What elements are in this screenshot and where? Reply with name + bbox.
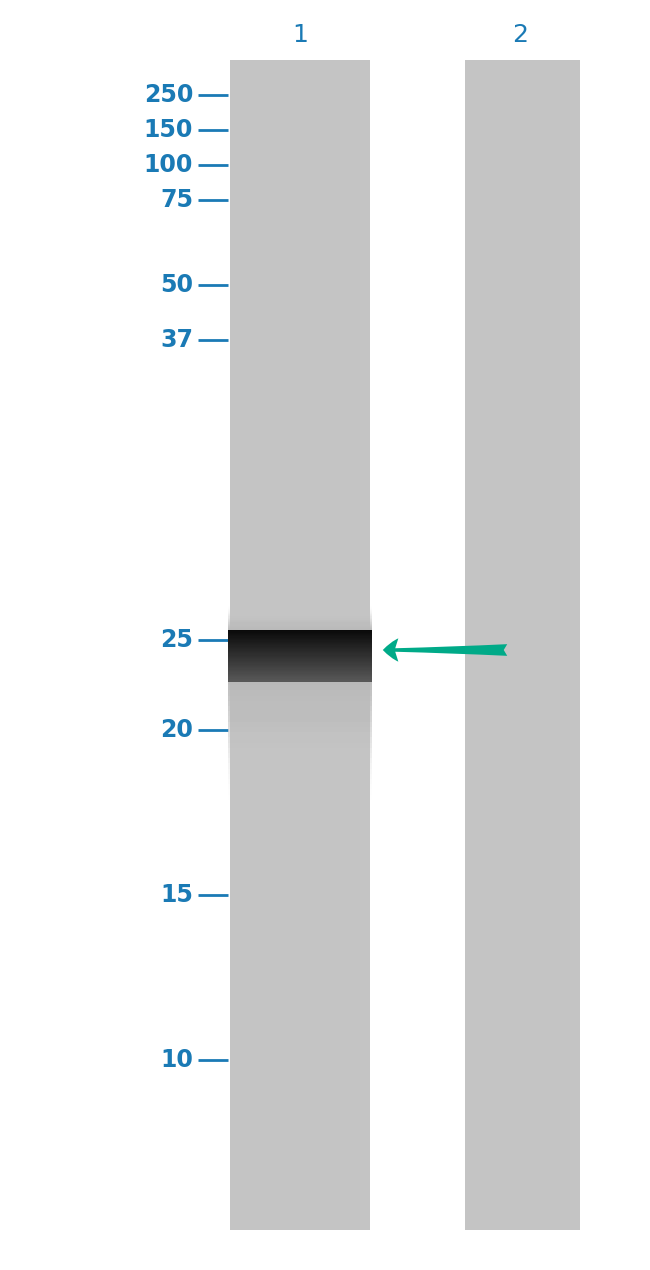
Bar (228, 631, 372, 632)
Bar (228, 626, 372, 701)
Text: 37: 37 (160, 328, 193, 352)
Text: 2: 2 (512, 23, 528, 47)
Bar (228, 677, 372, 679)
Bar (228, 625, 372, 706)
Text: 25: 25 (160, 627, 193, 652)
Bar (228, 669, 372, 672)
Bar (228, 653, 372, 655)
Bar (228, 635, 372, 636)
Text: 15: 15 (160, 883, 193, 907)
Bar (228, 616, 372, 753)
Bar (228, 665, 372, 668)
Bar (228, 645, 372, 648)
Bar (228, 663, 372, 665)
Bar (228, 671, 372, 673)
Bar (228, 630, 372, 679)
Bar (228, 664, 372, 667)
Bar (228, 652, 372, 654)
Bar (228, 660, 372, 663)
Bar (228, 621, 372, 726)
Bar (230, 60, 370, 1231)
Bar (228, 654, 372, 657)
Bar (228, 674, 372, 677)
Bar (228, 622, 372, 716)
Bar (228, 679, 372, 682)
Bar (228, 672, 372, 674)
Bar (228, 624, 372, 711)
Bar (228, 606, 372, 800)
Bar (228, 673, 372, 676)
Bar (228, 605, 372, 805)
Text: 10: 10 (160, 1048, 193, 1072)
Bar (228, 616, 372, 748)
Bar (228, 632, 372, 634)
Bar (228, 668, 372, 671)
Text: 75: 75 (160, 188, 193, 212)
Bar (228, 630, 372, 631)
Bar (228, 612, 372, 768)
Text: 50: 50 (160, 273, 193, 297)
Bar (228, 607, 372, 795)
Bar (228, 620, 372, 732)
Bar (228, 615, 372, 758)
Bar (228, 644, 372, 646)
Bar (228, 611, 372, 773)
Bar (228, 648, 372, 650)
Bar (465, 60, 580, 1231)
Bar (228, 649, 372, 652)
Bar (228, 639, 372, 641)
Bar (228, 636, 372, 638)
Text: 100: 100 (144, 152, 193, 177)
Bar (228, 662, 372, 664)
Bar (228, 618, 372, 738)
Bar (228, 613, 372, 763)
Bar (228, 676, 372, 678)
Bar (228, 658, 372, 660)
Bar (228, 610, 372, 784)
Bar (228, 646, 372, 649)
Bar (228, 643, 372, 645)
Bar (228, 638, 372, 639)
Bar (228, 627, 372, 696)
Bar (228, 641, 372, 644)
Text: 20: 20 (160, 718, 193, 742)
Bar (228, 667, 372, 669)
Bar (228, 608, 372, 790)
Bar (228, 659, 372, 662)
Bar (228, 629, 372, 686)
Bar (228, 622, 372, 721)
Text: 150: 150 (144, 118, 193, 142)
Text: 1: 1 (292, 23, 308, 47)
Bar (228, 640, 372, 643)
Bar (228, 655, 372, 658)
Bar (228, 657, 372, 659)
Bar (228, 678, 372, 681)
Bar (228, 650, 372, 653)
Bar (228, 634, 372, 635)
Bar (228, 627, 372, 691)
Bar (228, 610, 372, 779)
Bar (228, 617, 372, 743)
Text: 250: 250 (144, 83, 193, 107)
